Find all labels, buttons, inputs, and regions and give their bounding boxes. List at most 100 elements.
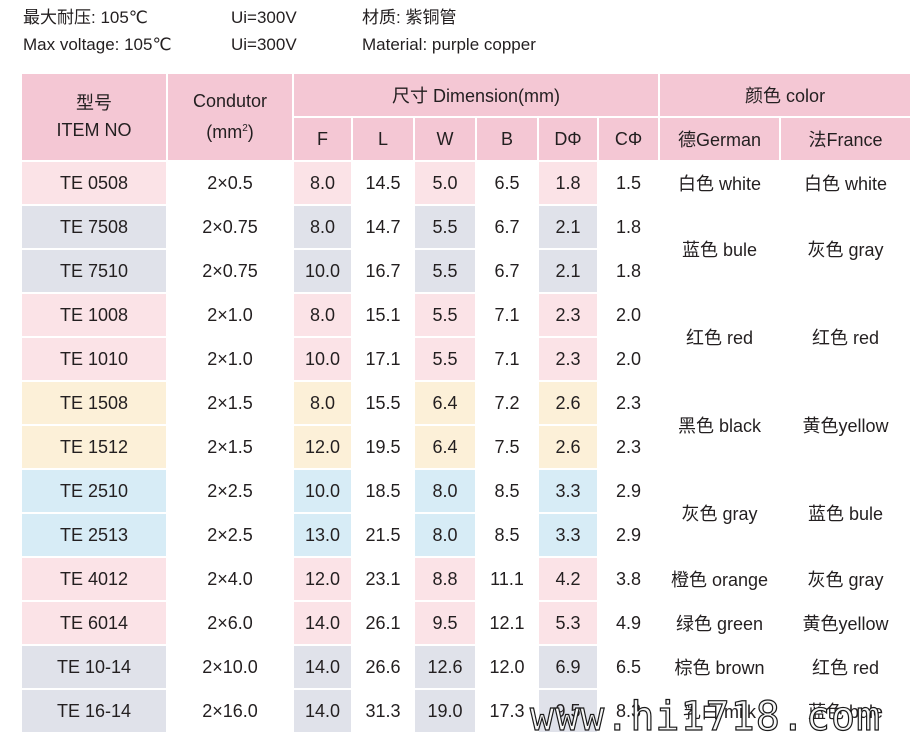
dim-l-cell: 19.5 xyxy=(351,424,415,470)
item-no-cell: TE 1008 xyxy=(20,292,168,338)
header-german: 德German xyxy=(658,116,782,162)
dim-c-phi-cell: 2.3 xyxy=(596,424,661,470)
dim-c-phi-cell: 1.8 xyxy=(596,204,661,250)
header-dim-c-phi: CΦ xyxy=(596,116,661,162)
conductor-cell: 2×6.0 xyxy=(166,600,294,646)
item-no-cell: TE 10-14 xyxy=(20,644,168,690)
german-color-cell: 红色 red xyxy=(658,292,782,382)
header-conductor-unit: (mm2) xyxy=(206,122,254,142)
max-temperature-en: Max voltage: 105℃ xyxy=(23,35,172,54)
dim-d-phi-cell: 6.9 xyxy=(537,644,599,690)
dim-w-cell: 8.8 xyxy=(413,556,477,602)
dim-f-cell: 10.0 xyxy=(292,468,353,514)
dim-l-cell: 18.5 xyxy=(351,468,415,514)
dim-b-cell: 7.1 xyxy=(475,292,539,338)
dim-w-cell: 8.0 xyxy=(413,468,477,514)
german-color-cell: 乳白 milk xyxy=(658,688,782,734)
spec-row-1: 最大耐压: 105℃ Ui=300V 材质: 紫铜管 xyxy=(23,6,623,30)
conductor-cell: 2×1.5 xyxy=(166,380,294,426)
dim-w-cell: 19.0 xyxy=(413,688,477,734)
france-color-cell: 灰色 gray xyxy=(779,556,913,602)
header-dim-w: W xyxy=(413,116,477,162)
header-conductor: Condutor (mm2) xyxy=(166,72,294,162)
table-row: TE 7508 2×0.75 8.0 14.7 5.5 6.7 2.1 1.8 … xyxy=(20,204,913,294)
german-color-cell: 棕色 brown xyxy=(658,644,782,690)
item-no-cell: TE 2513 xyxy=(20,512,168,558)
conductor-cell: 2×16.0 xyxy=(166,688,294,734)
dim-d-phi-cell: 2.6 xyxy=(537,424,599,470)
header-conductor-label: Condutor xyxy=(192,91,268,111)
dim-w-cell: 5.5 xyxy=(413,204,477,250)
dim-w-cell: 5.5 xyxy=(413,248,477,294)
conductor-cell: 2×4.0 xyxy=(166,556,294,602)
header-item-no: 型号 ITEM NO xyxy=(20,72,168,162)
dim-c-phi-cell: 4.9 xyxy=(596,600,661,646)
material-cn: 材质: 紫铜管 xyxy=(362,8,457,27)
dim-l-cell: 21.5 xyxy=(351,512,415,558)
dim-b-cell: 11.1 xyxy=(475,556,539,602)
dim-c-phi-cell: 2.0 xyxy=(596,292,661,338)
header-color: 颜色 color xyxy=(658,72,913,118)
france-color-cell: 红色 red xyxy=(779,292,913,382)
dim-f-cell: 14.0 xyxy=(292,644,353,690)
header-item-en: ITEM NO xyxy=(56,120,132,140)
dim-d-phi-cell: 3.3 xyxy=(537,468,599,514)
table-row: TE 2513 2×2.5 13.0 21.5 8.0 8.5 3.3 2.9 xyxy=(20,512,911,558)
terminal-spec-table: 型号 ITEM NO Condutor (mm2) 尺寸 Dimension(m… xyxy=(20,72,913,734)
item-no-cell: TE 7508 xyxy=(20,204,168,250)
item-no-cell: TE 7510 xyxy=(20,248,168,294)
dim-b-cell: 7.1 xyxy=(475,336,539,382)
header-item-cn: 型号 xyxy=(76,93,112,113)
france-color-cell: 黄色yellow xyxy=(779,600,913,646)
conductor-cell: 2×2.5 xyxy=(166,468,294,514)
dim-d-phi-cell: 1.8 xyxy=(537,160,599,206)
item-no-cell: TE 1010 xyxy=(20,336,168,382)
dim-w-cell: 5.0 xyxy=(413,160,477,206)
dim-f-cell: 13.0 xyxy=(292,512,353,558)
conductor-cell: 2×2.5 xyxy=(166,512,294,558)
conductor-cell: 2×1.0 xyxy=(166,292,294,338)
dim-c-phi-cell: 2.9 xyxy=(596,512,661,558)
dim-w-cell: 5.5 xyxy=(413,292,477,338)
table-row: TE 1008 2×1.0 8.0 15.1 5.5 7.1 2.3 2.0 红… xyxy=(20,292,913,382)
table-row: TE 16-14 2×16.0 14.0 31.3 19.0 17.3 9.5 … xyxy=(20,688,913,734)
dim-f-cell: 14.0 xyxy=(292,688,353,734)
item-no-cell: TE 1512 xyxy=(20,424,168,470)
dim-l-cell: 15.5 xyxy=(351,380,415,426)
table-row: TE 4012 2×4.0 12.0 23.1 8.8 11.1 4.2 3.8… xyxy=(20,556,913,602)
dim-f-cell: 8.0 xyxy=(292,380,353,426)
table-row: TE 1508 2×1.5 8.0 15.5 6.4 7.2 2.6 2.3 黑… xyxy=(20,380,913,470)
german-color-cell: 绿色 green xyxy=(658,600,782,646)
dim-c-phi-cell: 8.3 xyxy=(596,688,661,734)
france-color-cell: 黄色yellow xyxy=(779,380,913,470)
spec-row-2: Max voltage: 105℃ Ui=300V Material: purp… xyxy=(23,33,623,57)
dim-b-cell: 12.0 xyxy=(475,644,539,690)
dim-f-cell: 8.0 xyxy=(292,160,353,206)
france-color-cell: 灰色 gray xyxy=(779,204,913,294)
rated-voltage-cn: Ui=300V xyxy=(231,8,297,27)
item-no-cell: TE 1508 xyxy=(20,380,168,426)
dim-d-phi-cell: 2.3 xyxy=(537,336,599,382)
item-no-cell: TE 0508 xyxy=(20,160,168,206)
table-row: TE 2510 2×2.5 10.0 18.5 8.0 8.5 3.3 2.9 … xyxy=(20,468,913,558)
dim-l-cell: 15.1 xyxy=(351,292,415,338)
table-row: TE 1512 2×1.5 12.0 19.5 6.4 7.5 2.6 2.3 xyxy=(20,424,911,470)
table-row: TE 1010 2×1.0 10.0 17.1 5.5 7.1 2.3 2.0 xyxy=(20,336,911,382)
dim-b-cell: 7.2 xyxy=(475,380,539,426)
dim-b-cell: 7.5 xyxy=(475,424,539,470)
conductor-cell: 2×0.75 xyxy=(166,248,294,294)
dim-l-cell: 14.5 xyxy=(351,160,415,206)
conductor-cell: 2×1.5 xyxy=(166,424,294,470)
dim-l-cell: 17.1 xyxy=(351,336,415,382)
table-row: TE 10-14 2×10.0 14.0 26.6 12.6 12.0 6.9 … xyxy=(20,644,913,690)
dim-d-phi-cell: 3.3 xyxy=(537,512,599,558)
conductor-cell: 2×0.75 xyxy=(166,204,294,250)
dim-w-cell: 9.5 xyxy=(413,600,477,646)
dim-b-cell: 6.5 xyxy=(475,160,539,206)
france-color-cell: 红色 red xyxy=(779,644,913,690)
dim-b-cell: 6.7 xyxy=(475,204,539,250)
dim-b-cell: 8.5 xyxy=(475,468,539,514)
header-dim-l: L xyxy=(351,116,415,162)
dim-c-phi-cell: 1.8 xyxy=(596,248,661,294)
dim-f-cell: 8.0 xyxy=(292,204,353,250)
